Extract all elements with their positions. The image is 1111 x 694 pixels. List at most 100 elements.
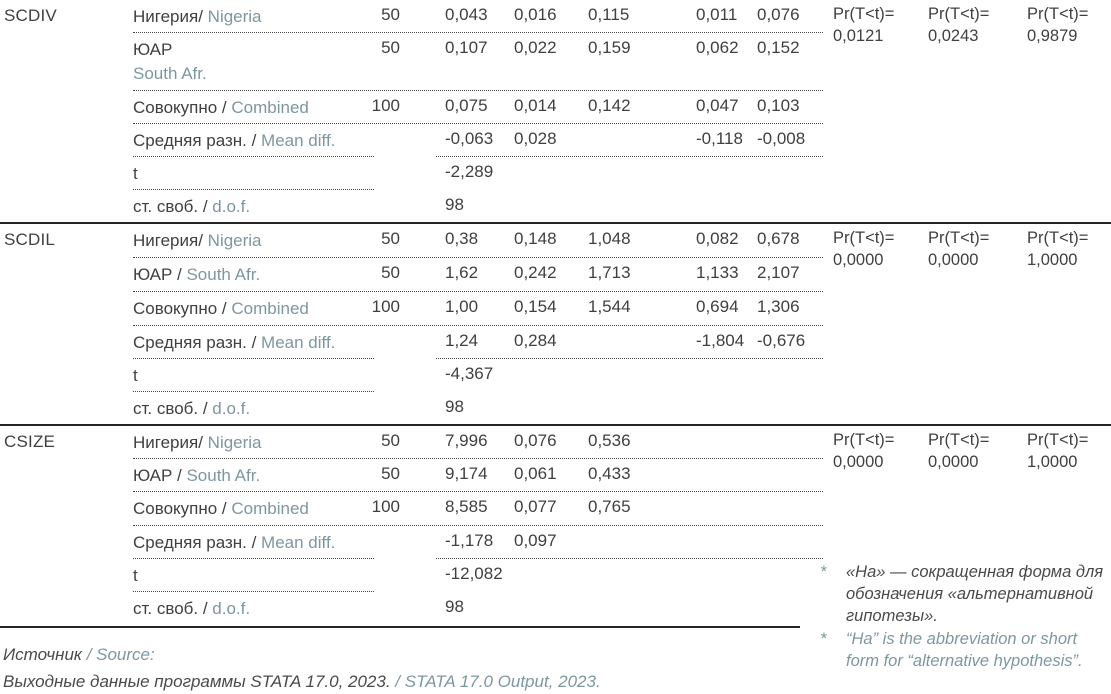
mean-value: 9,174 xyxy=(445,464,488,483)
pr-value: 0,0243 xyxy=(928,27,979,45)
row-label-ru: Нигерия/ xyxy=(133,433,203,452)
row-label: t xyxy=(133,564,378,588)
row-label-en: Nigeria xyxy=(202,7,262,26)
sd-value: 0,536 xyxy=(588,431,631,450)
row-divider-dotted xyxy=(133,90,823,91)
se-value: 0,077 xyxy=(514,497,557,516)
sd-value: 0,765 xyxy=(588,497,631,516)
source-label-en: / Source: xyxy=(81,645,155,664)
source-block: Источник / Source: Выходные данные прогр… xyxy=(3,641,601,694)
row-divider-dotted xyxy=(133,458,823,459)
mean-value: 8,585 xyxy=(445,497,488,516)
se-value: 0,076 xyxy=(514,431,557,450)
ci-low-value: 1,133 xyxy=(696,263,739,282)
row-label-ru: Совокупно / xyxy=(133,299,227,318)
pr-column: Pr(T<t)= 1,0000 xyxy=(1027,227,1088,271)
pr-label: Pr(T<t)= xyxy=(1027,229,1089,247)
n-value: 50 xyxy=(381,38,400,57)
row-label-en: Combined xyxy=(226,98,309,117)
row-divider-dotted xyxy=(436,156,823,157)
source-text-en: / STATA 17.0 Output, 2023. xyxy=(395,672,601,691)
ci-high-value: -0,676 xyxy=(757,331,806,350)
row-label-ru: t xyxy=(133,566,138,585)
row-divider-dotted xyxy=(133,32,823,33)
row-label-en: Combined xyxy=(226,499,309,518)
row-label-ru: Совокупно / xyxy=(133,499,227,518)
ci-low-value: 0,082 xyxy=(696,229,739,248)
row-label: Средняя разн. / Mean diff. xyxy=(133,331,378,355)
table-section-scdiv: SCDIV Нигерия/ Nigeria 50 0,043 0,016 0,115 0,… xyxy=(0,0,1111,224)
se-value: 0,016 xyxy=(514,5,557,24)
row-label: t xyxy=(133,364,378,388)
row-label-ru: t xyxy=(133,366,138,385)
mean-value: 98 xyxy=(445,195,464,214)
se-value: 0,028 xyxy=(514,129,557,148)
row-divider-dotted xyxy=(133,391,374,392)
footnote-asterisk: * xyxy=(820,563,827,581)
mean-value: 98 xyxy=(445,597,464,616)
variable-name: SCDIL xyxy=(4,230,56,249)
pr-label: Pr(T<t)= xyxy=(1027,5,1089,23)
n-value: 50 xyxy=(381,464,400,483)
ci-high-value: -0,008 xyxy=(757,129,806,148)
source-label-ru: Источник xyxy=(3,645,82,664)
row-divider-dotted xyxy=(133,325,823,326)
row-label-ru: t xyxy=(133,164,138,183)
n-value: 50 xyxy=(381,229,400,248)
row-divider-dotted xyxy=(133,558,374,559)
row-label-en: Mean diff. xyxy=(256,533,336,552)
n-value: 50 xyxy=(381,263,400,282)
mean-value: 1,00 xyxy=(445,297,479,316)
pr-column: Pr(T<t)= 0,9879 xyxy=(1027,3,1088,47)
variable-name: SCDIV xyxy=(4,6,57,25)
table-row: ЮАР / South Afr. 50 9,174 0,061 0,433 xyxy=(0,459,1111,492)
row-label: Нигерия/ Nigeria xyxy=(133,431,378,455)
table-row: ст. своб. / d.o.f. 98 xyxy=(0,190,1111,222)
pr-value: 1,0000 xyxy=(1027,453,1078,471)
ci-high-value: 0,076 xyxy=(757,5,800,24)
sd-value: 1,544 xyxy=(588,297,631,316)
sd-value: 0,159 xyxy=(588,38,631,57)
ci-high-value: 1,306 xyxy=(757,297,800,316)
table-row: t -4,367 xyxy=(0,359,1111,392)
footnotes-block: * «На» — сокращенная форма для обозначени… xyxy=(820,561,1108,673)
mean-value: -0,063 xyxy=(445,129,494,148)
row-label-ru: Средняя разн. / xyxy=(133,533,257,552)
pr-label: Pr(T<t)= xyxy=(833,5,895,23)
row-divider-dotted xyxy=(133,591,374,592)
row-label-en: Combined xyxy=(226,299,309,318)
row-label: ЮАР South Afr. xyxy=(133,38,378,86)
ci-low-value: 0,694 xyxy=(696,297,739,316)
pr-label: Pr(T<t)= xyxy=(1027,431,1089,449)
table-row: ЮАР / South Afr. 50 1,62 0,242 1,713 1,133 2,1… xyxy=(0,258,1111,292)
row-label-en: South Afr. xyxy=(181,466,261,485)
row-label-en: Nigeria xyxy=(202,433,262,452)
n-value: 50 xyxy=(381,5,400,24)
mean-value: 98 xyxy=(445,397,464,416)
table-row: Средняя разн. / Mean diff. -0,063 0,028 -0,… xyxy=(0,124,1111,157)
se-value: 0,148 xyxy=(514,229,557,248)
row-label-en: Nigeria xyxy=(202,231,262,250)
row-label-en: South Afr. xyxy=(181,265,261,284)
row-label: ст. своб. / d.o.f. xyxy=(133,597,378,621)
se-value: 0,022 xyxy=(514,38,557,57)
pr-label: Pr(T<t)= xyxy=(928,431,990,449)
mean-value: 0,043 xyxy=(445,5,488,24)
pr-value: 0,0000 xyxy=(928,251,979,269)
row-divider-dotted xyxy=(133,491,823,492)
row-label-ru: ЮАР / xyxy=(133,466,182,485)
table-row: ст. своб. / d.o.f. 98 xyxy=(0,592,1111,626)
row-label-ru: ст. своб. / xyxy=(133,399,208,418)
table-row: Совокупно / Combined 100 8,585 0,077 0,765 xyxy=(0,492,1111,526)
mean-value: -1,178 xyxy=(445,531,494,550)
row-divider-dotted xyxy=(436,558,823,559)
row-label-en: Mean diff. xyxy=(256,131,336,150)
pr-column: Pr(T<t)= 0,0000 xyxy=(928,227,989,271)
table-row: Совокупно / Combined 100 1,00 0,154 1,544 0,6… xyxy=(0,292,1111,326)
row-label-ru: Средняя разн. / xyxy=(133,131,257,150)
row-label-ru: ст. своб. / xyxy=(133,599,208,618)
row-label: Средняя разн. / Mean diff. xyxy=(133,531,378,555)
ci-low-value: -0,118 xyxy=(696,129,743,148)
n-value: 50 xyxy=(381,431,400,450)
